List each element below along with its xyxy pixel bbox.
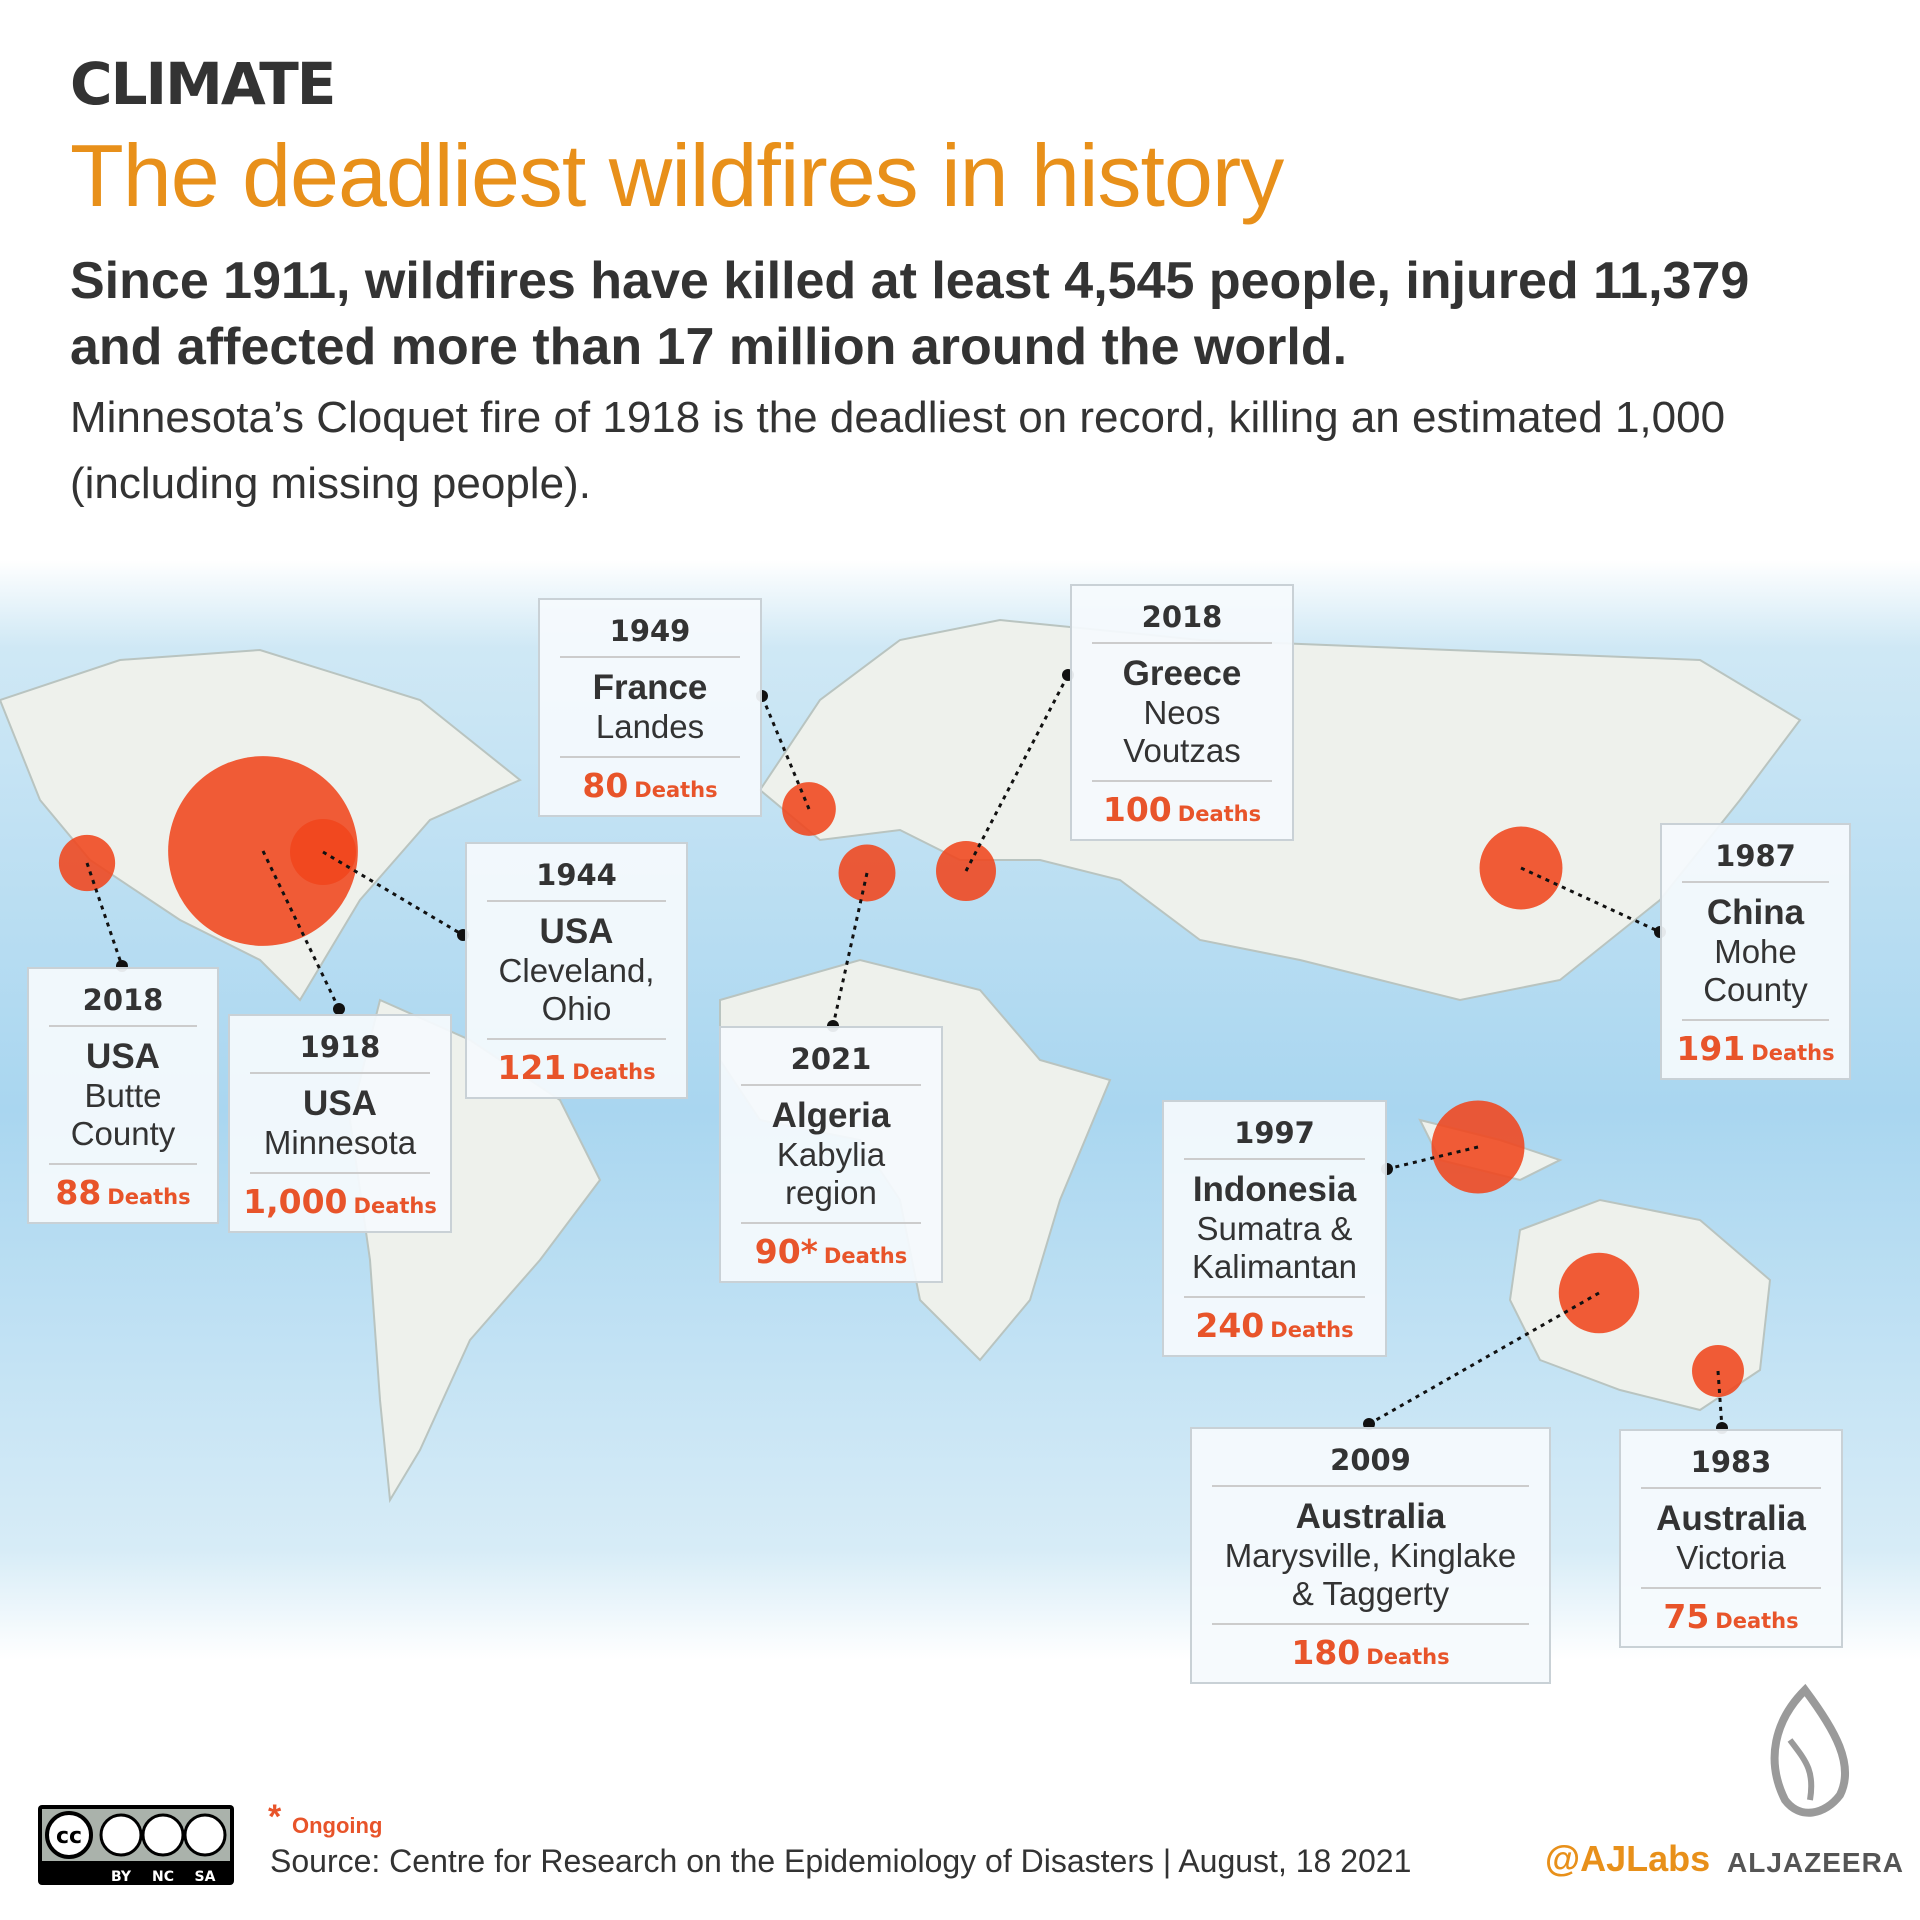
- deaths-unit: Deaths: [823, 1244, 908, 1268]
- svg-text:cc: cc: [56, 1824, 82, 1849]
- deaths-unit: Deaths: [1715, 1609, 1799, 1633]
- country: USA: [86, 1037, 160, 1076]
- section-label: CLIMATE: [70, 50, 336, 118]
- place: Victoria: [1641, 1539, 1821, 1589]
- handle: @AJLabs: [1545, 1838, 1711, 1879]
- footnote-mark: *: [268, 1798, 282, 1836]
- place: Mohe County: [1682, 933, 1829, 1021]
- country: Greece: [1122, 654, 1242, 693]
- fire-card: 2018 Greece Neos Voutzas 100 Deaths: [1070, 584, 1294, 841]
- year: 1918: [250, 1024, 430, 1074]
- deaths: 1,000 Deaths: [240, 1182, 440, 1221]
- country: Australia: [1295, 1497, 1446, 1536]
- deaths-count: 1,000: [243, 1182, 348, 1221]
- fire-card: 2021 Algeria Kabylia region 90* Deaths: [719, 1026, 943, 1283]
- year: 1997: [1184, 1110, 1365, 1160]
- deaths-count: 75: [1663, 1597, 1710, 1636]
- place: Cleveland, Ohio: [487, 952, 666, 1040]
- aljazeera-logo: [1770, 1683, 1850, 1817]
- year: 2021: [741, 1036, 921, 1086]
- fire-card: 2018 USA Butte County 88 Deaths: [27, 967, 219, 1224]
- deaths-unit: Deaths: [1366, 1645, 1450, 1669]
- place: Marysville, Kinglake & Taggerty: [1212, 1537, 1529, 1625]
- connector: [322, 850, 464, 937]
- fire-card: 1918 USA Minnesota 1,000 Deaths: [228, 1014, 452, 1233]
- footnote: Ongoing: [292, 1813, 383, 1838]
- deaths-count: 191: [1676, 1029, 1746, 1068]
- country: Australia: [1656, 1499, 1806, 1538]
- year: 1949: [560, 608, 740, 658]
- deaths-unit: Deaths: [353, 1194, 437, 1218]
- year: 1983: [1641, 1439, 1821, 1489]
- deaths-count: 180: [1291, 1633, 1361, 1672]
- deaths-count: 88: [55, 1173, 102, 1212]
- deaths-unit: Deaths: [1177, 802, 1262, 826]
- deaths-unit: Deaths: [634, 778, 718, 802]
- connector: [964, 674, 1070, 872]
- deaths: 100 Deaths: [1082, 790, 1282, 829]
- place: Butte County: [49, 1077, 197, 1165]
- cc-license-badge: cc BY NC SA: [38, 1805, 234, 1885]
- deaths: 90* Deaths: [731, 1232, 931, 1271]
- year: 2009: [1212, 1437, 1529, 1487]
- place: Sumatra & Kalimantan: [1184, 1210, 1365, 1298]
- deaths-count: 100: [1102, 790, 1172, 829]
- connector-dot: [333, 1003, 345, 1015]
- source: Source: Centre for Research on the Epide…: [270, 1843, 1412, 1879]
- place: Minnesota: [250, 1124, 430, 1174]
- license-term: NC: [152, 1869, 174, 1885]
- fire-card: 2009 Australia Marysville, Kinglake & Tagg…: [1190, 1427, 1551, 1684]
- deaths-unit: Deaths: [107, 1185, 191, 1209]
- country: China: [1706, 893, 1805, 932]
- deaths-unit: Deaths: [572, 1060, 656, 1084]
- connector: [760, 695, 811, 810]
- deaths: 180 Deaths: [1202, 1633, 1539, 1672]
- deaths-count: 90*: [754, 1232, 818, 1271]
- place: Landes: [560, 708, 740, 758]
- country: Indonesia: [1192, 1170, 1357, 1209]
- fire-card: 1987 China Mohe County 191 Deaths: [1660, 823, 1851, 1080]
- connector: [85, 862, 124, 967]
- year: 2018: [49, 977, 197, 1027]
- deaths: 88 Deaths: [39, 1173, 207, 1212]
- year: 1944: [487, 852, 666, 902]
- subtitle: Since 1911, wildfires have killed at lea…: [70, 252, 1750, 376]
- deaths-count: 121: [497, 1048, 567, 1087]
- license-term: BY: [111, 1869, 132, 1885]
- place: Kabylia region: [741, 1136, 921, 1224]
- place: Neos Voutzas: [1092, 694, 1272, 782]
- connector: [1716, 1370, 1724, 1429]
- title: The deadliest wildfires in history: [70, 126, 1284, 225]
- fire-card: 1944 USA Cleveland, Ohio 121 Deaths: [465, 842, 688, 1099]
- country: USA: [539, 912, 614, 951]
- year: 1987: [1682, 833, 1829, 883]
- country: Algeria: [771, 1096, 891, 1135]
- deaths-unit: Deaths: [1751, 1041, 1835, 1065]
- deaths-count: 240: [1195, 1306, 1265, 1345]
- connector: [1520, 866, 1661, 934]
- deaths-unit: Deaths: [1270, 1318, 1354, 1342]
- description: Minnesota’s Cloquet fire of 1918 is the …: [70, 393, 1726, 508]
- fire-card: 1983 Australia Victoria 75 Deaths: [1619, 1429, 1843, 1648]
- deaths-count: 80: [582, 766, 629, 805]
- year: 2018: [1092, 594, 1272, 644]
- fire-card: 1997 Indonesia Sumatra & Kalimantan 240 Deat…: [1162, 1100, 1387, 1357]
- connector: [1386, 1145, 1479, 1171]
- connector: [261, 850, 341, 1010]
- deaths: 121 Deaths: [477, 1048, 676, 1087]
- brand: ALJAZEERA: [1727, 1847, 1905, 1878]
- deaths: 75 Deaths: [1631, 1597, 1831, 1636]
- country: France: [592, 668, 708, 707]
- country: USA: [303, 1084, 377, 1123]
- license-term: SA: [195, 1869, 216, 1885]
- deaths: 191 Deaths: [1672, 1029, 1839, 1068]
- deaths: 240 Deaths: [1174, 1306, 1375, 1345]
- deaths: 80 Deaths: [550, 766, 750, 805]
- fire-card: 1949 France Landes 80 Deaths: [538, 598, 762, 817]
